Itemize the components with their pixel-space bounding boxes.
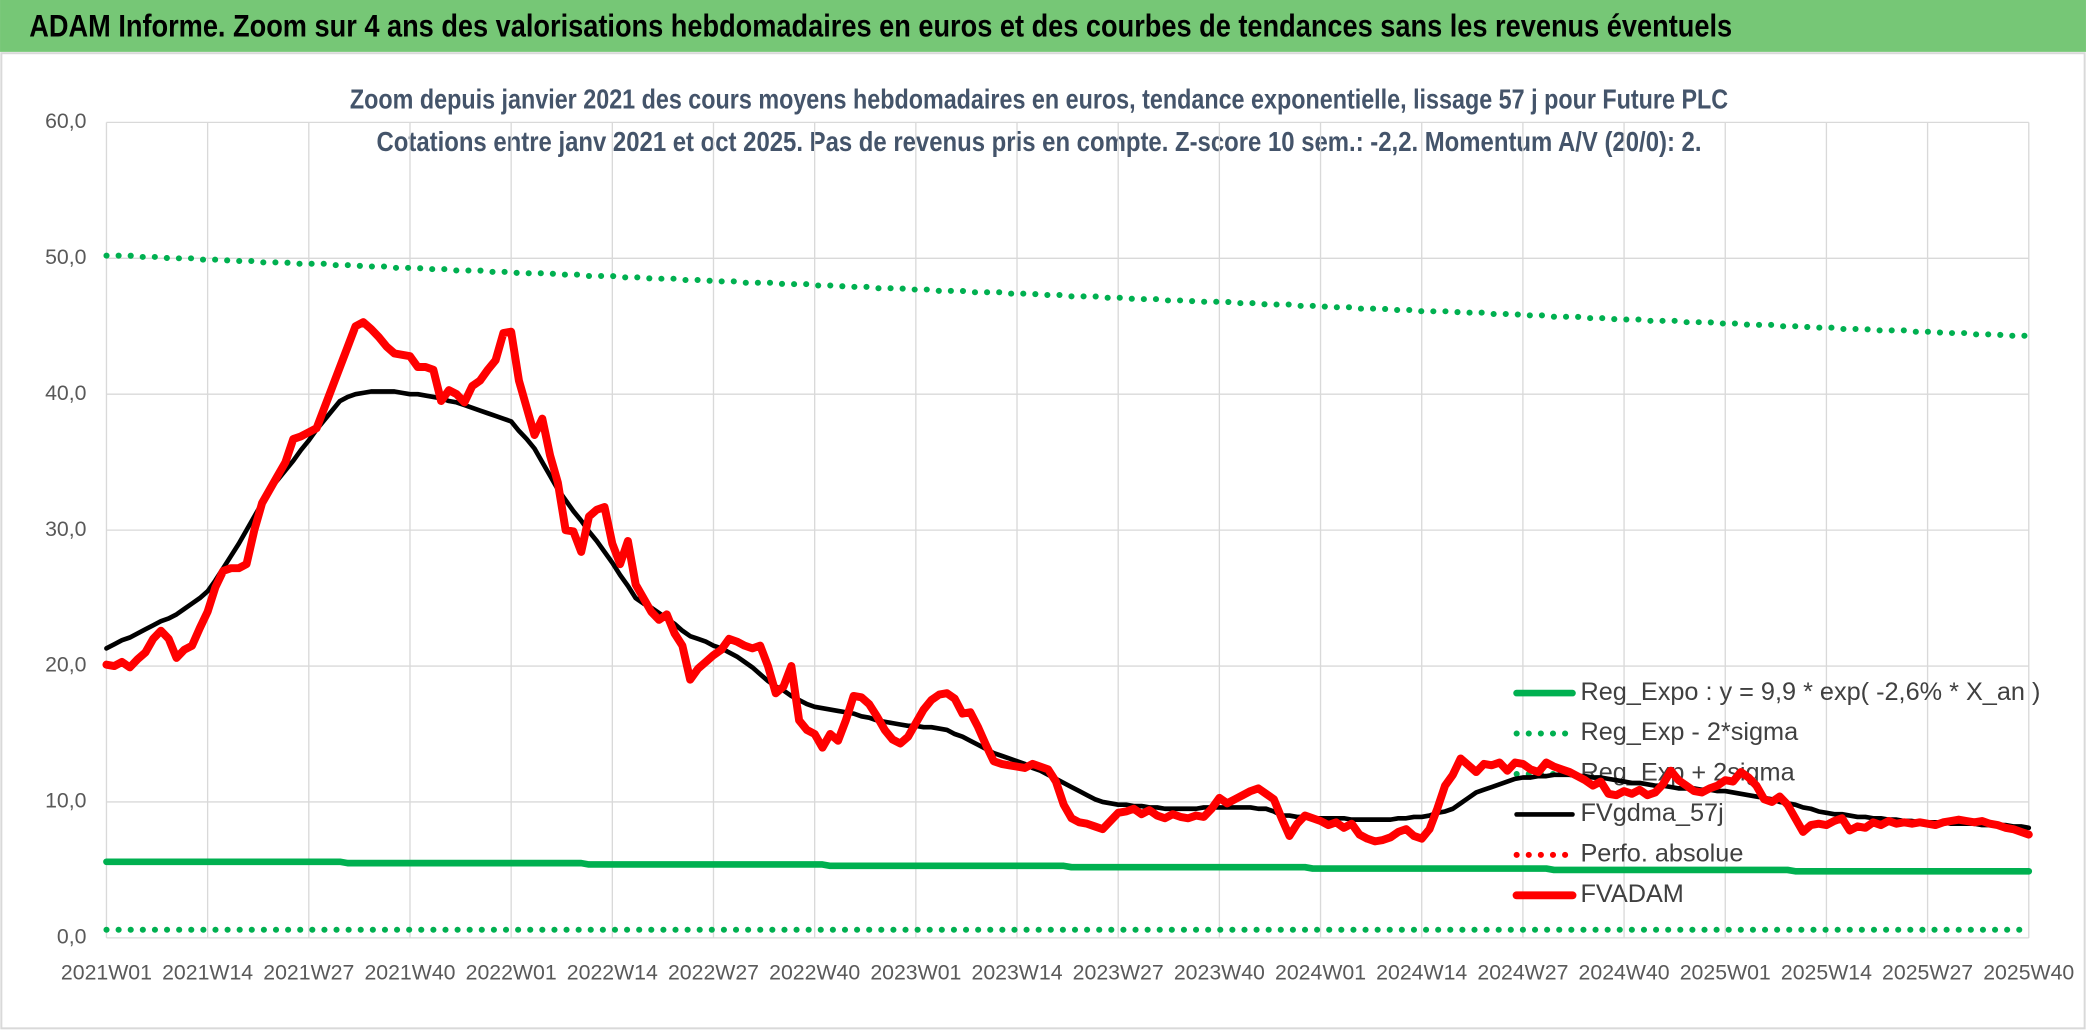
x-tick-label: 2022W40 — [769, 960, 860, 984]
legend-label: Reg_Expo : y = 9,9 * exp( -2,6% * X_an ) — [1580, 678, 2040, 706]
x-tick-label: 2022W27 — [668, 960, 759, 984]
x-tick-label: 2022W14 — [567, 960, 658, 984]
y-tick-label: 30,0 — [45, 517, 86, 541]
series-line — [103, 858, 2033, 875]
x-tick-label: 2021W27 — [263, 960, 354, 984]
y-tick-label: 10,0 — [45, 789, 86, 813]
header-bar — [0, 0, 2086, 52]
x-tick-label: 2023W27 — [1073, 960, 1164, 984]
chart-subtitle: Zoom depuis janvier 2021 des cours moyen… — [350, 83, 1728, 114]
series-line — [103, 252, 2032, 339]
x-tick-label: 2023W14 — [972, 960, 1063, 984]
y-tick-label: 60,0 — [45, 109, 86, 133]
x-tick-label: 2025W40 — [1983, 960, 2074, 984]
header-title: ADAM Informe. Zoom sur 4 ans des valoris… — [29, 7, 1732, 43]
x-tick-label: 2025W27 — [1882, 960, 1973, 984]
legend-label: Reg_Exp - 2*sigma — [1580, 718, 1799, 746]
x-tick-label: 2024W40 — [1579, 960, 1670, 984]
y-tick-label: 50,0 — [45, 245, 86, 269]
y-tick-label: 0,0 — [57, 925, 87, 949]
x-tick-label: 2025W01 — [1680, 960, 1771, 984]
x-tick-label: 2024W01 — [1275, 960, 1366, 984]
x-tick-label: 2021W40 — [364, 960, 455, 984]
x-tick-label: 2024W14 — [1376, 960, 1467, 984]
series-line — [102, 318, 2033, 846]
x-tick-label: 2025W14 — [1781, 960, 1872, 984]
x-tick-label: 2024W27 — [1477, 960, 1568, 984]
x-tick-label: 2021W14 — [162, 960, 253, 984]
legend-label: FVADAM — [1580, 880, 1683, 908]
x-tick-label: 2023W01 — [870, 960, 961, 984]
y-tick-label: 20,0 — [45, 653, 86, 677]
chart-border — [0, 52, 2086, 1030]
x-tick-label: 2021W01 — [61, 960, 152, 984]
legend-label: Perfo. absolue — [1580, 840, 1743, 868]
x-tick-label: 2023W40 — [1174, 960, 1265, 984]
chart-subtitle: Cotations entre janv 2021 et oct 2025. P… — [377, 126, 1702, 157]
legend-label: FVgdma_57j — [1580, 799, 1723, 827]
y-tick-label: 40,0 — [45, 381, 86, 405]
x-tick-label: 2022W01 — [466, 960, 557, 984]
